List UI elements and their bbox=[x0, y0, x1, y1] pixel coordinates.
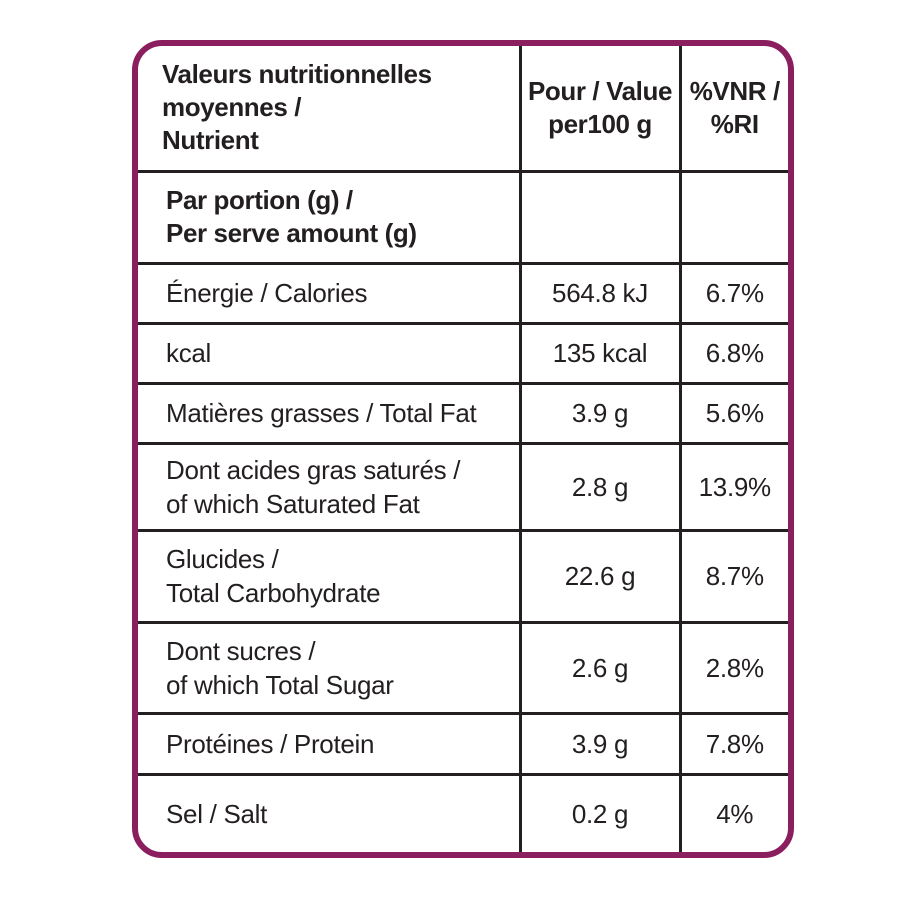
nutrient-label-line: Dont acides gras saturés / bbox=[166, 454, 461, 485]
nutrient-label: Dont sucres / of which Total Sugar bbox=[138, 620, 522, 715]
table-row: Énergie / Calories 564.8 kJ 6.7% bbox=[138, 261, 788, 325]
nutrient-label-line: of which Saturated Fat bbox=[166, 488, 420, 519]
header-text-line: Valeurs nutritionnelles bbox=[162, 59, 432, 90]
table-row: Dont acides gras saturés / of which Satu… bbox=[138, 441, 788, 532]
nutrient-label: Glucides / Total Carbohydrate bbox=[138, 528, 522, 624]
nutrient-label: Sel / Salt bbox=[138, 772, 522, 852]
nutrition-facts-panel: Valeurs nutritionnelles moyennes / Nutri… bbox=[132, 40, 794, 858]
nutrient-value: 0.2 g bbox=[518, 772, 682, 852]
nutrient-value: 3.9 g bbox=[518, 381, 682, 445]
nutrient-label-line: Énergie / Calories bbox=[166, 278, 368, 308]
nutrient-label: Protéines / Protein bbox=[138, 711, 522, 776]
header-text-line: %VNR / bbox=[689, 75, 780, 106]
per100-column-header: Pour / Value per100 g bbox=[518, 46, 682, 173]
nutrient-ri: 6.7% bbox=[678, 261, 788, 325]
table-row: Dont sucres / of which Total Sugar 2.6 g… bbox=[138, 620, 788, 715]
nutrient-value: 22.6 g bbox=[518, 528, 682, 624]
nutrient-value: 2.6 g bbox=[518, 620, 682, 715]
nutrient-value: 564.8 kJ bbox=[518, 261, 682, 325]
nutrient-ri: 8.7% bbox=[678, 528, 788, 624]
header-text-line: Nutrient bbox=[162, 125, 259, 156]
nutrient-label-line: kcal bbox=[166, 338, 212, 368]
nutrient-ri: 7.8% bbox=[678, 711, 788, 776]
nutrient-label-line: Matières grasses / Total Fat bbox=[166, 398, 477, 428]
nutrient-value: 135 kcal bbox=[518, 321, 682, 385]
ri-column-header: %VNR / %RI bbox=[678, 46, 788, 173]
portion-ri bbox=[678, 169, 788, 265]
portion-value bbox=[518, 169, 682, 265]
nutrient-label-line: Protéines / Protein bbox=[166, 728, 375, 759]
table-row: Matières grasses / Total Fat 3.9 g 5.6% bbox=[138, 381, 788, 445]
portion-label: Par portion (g) / Per serve amount (g) bbox=[138, 169, 522, 265]
header-text-line: per100 g bbox=[548, 108, 652, 139]
table-header-row: Valeurs nutritionnelles moyennes / Nutri… bbox=[138, 46, 788, 173]
table-row: kcal 135 kcal 6.8% bbox=[138, 321, 788, 385]
nutrient-label-line: Glucides / bbox=[166, 544, 279, 574]
nutrient-label: kcal bbox=[138, 321, 522, 385]
nutrient-label: Matières grasses / Total Fat bbox=[138, 381, 522, 445]
nutrient-label-line: of which Total Sugar bbox=[166, 669, 394, 700]
nutrient-label: Dont acides gras saturés / of which Satu… bbox=[138, 441, 522, 532]
nutrient-label-line: Dont sucres / bbox=[166, 635, 316, 666]
nutrient-ri: 6.8% bbox=[678, 321, 788, 385]
nutrient-value: 2.8 g bbox=[518, 441, 682, 532]
nutrient-label-line: Total Carbohydrate bbox=[166, 578, 381, 608]
nutrient-ri: 13.9% bbox=[678, 441, 788, 532]
portion-text-line: Par portion (g) / bbox=[166, 185, 353, 215]
header-text-line: moyennes / bbox=[162, 92, 302, 123]
nutrient-column-header: Valeurs nutritionnelles moyennes / Nutri… bbox=[138, 46, 522, 173]
nutrient-value: 3.9 g bbox=[518, 711, 682, 776]
portion-row: Par portion (g) / Per serve amount (g) bbox=[138, 169, 788, 265]
nutrient-label-line: Sel / Salt bbox=[166, 798, 268, 829]
table-row: Sel / Salt 0.2 g 4% bbox=[138, 772, 788, 852]
nutrient-ri: 2.8% bbox=[678, 620, 788, 715]
header-text-line: Pour / Value bbox=[527, 75, 673, 106]
table-row: Glucides / Total Carbohydrate 22.6 g 8.7… bbox=[138, 528, 788, 624]
nutrient-ri: 4% bbox=[678, 772, 788, 852]
nutrition-table: Valeurs nutritionnelles moyennes / Nutri… bbox=[138, 46, 788, 852]
nutrient-label: Énergie / Calories bbox=[138, 261, 522, 325]
header-text-line: %RI bbox=[710, 108, 759, 139]
portion-text-line: Per serve amount (g) bbox=[166, 218, 417, 248]
table-row: Protéines / Protein 3.9 g 7.8% bbox=[138, 711, 788, 776]
nutrient-ri: 5.6% bbox=[678, 381, 788, 445]
